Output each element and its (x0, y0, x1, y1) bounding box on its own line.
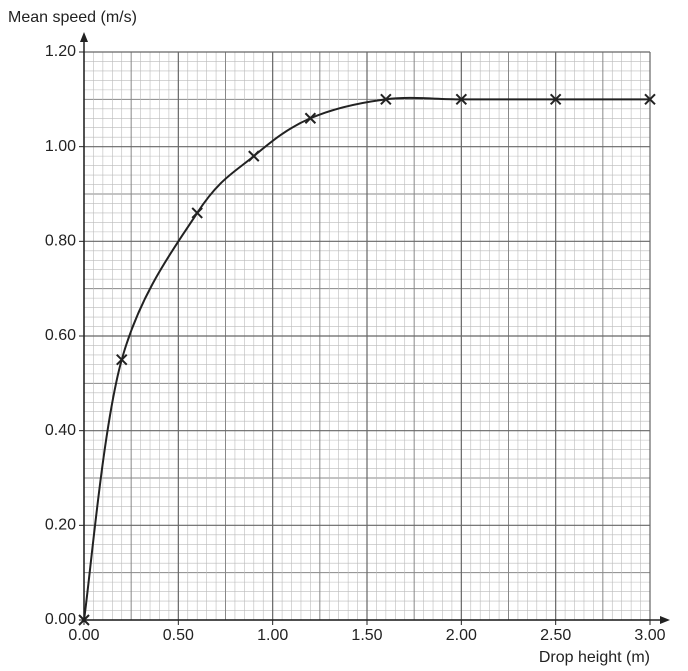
point-marker (304, 112, 317, 124)
y-tick-label: 0.80 (45, 233, 76, 250)
y-tick-label: 1.00 (45, 138, 76, 155)
point-marker (644, 93, 656, 106)
x-axis-label: Drop height (m) (539, 649, 650, 666)
x-tick-label: 1.50 (351, 627, 382, 644)
point-marker (116, 353, 128, 366)
y-tick-label: 0.20 (45, 517, 76, 534)
point-marker (78, 614, 90, 626)
x-tick-label: 0.00 (68, 627, 99, 644)
point-marker (248, 150, 260, 162)
x-tick-label: 0.50 (163, 627, 194, 644)
x-tick-label: 3.00 (634, 627, 665, 644)
x-tick-label: 2.50 (540, 627, 571, 644)
y-tick-label: 1.20 (45, 43, 76, 60)
point-marker (549, 93, 562, 106)
x-tick-label: 2.00 (446, 627, 477, 644)
point-marker (191, 207, 203, 219)
y-tick-label: 0.60 (45, 327, 76, 344)
y-axis-arrow (80, 32, 88, 42)
y-tick-label: 0.00 (45, 611, 76, 628)
x-axis-arrow (660, 616, 670, 624)
point-marker (380, 93, 392, 106)
point-marker (455, 93, 468, 106)
y-axis-label: Mean speed (m/s) (8, 9, 137, 26)
y-tick-label: 0.40 (45, 422, 76, 439)
curve (83, 96, 650, 621)
x-tick-label: 1.00 (257, 627, 288, 644)
